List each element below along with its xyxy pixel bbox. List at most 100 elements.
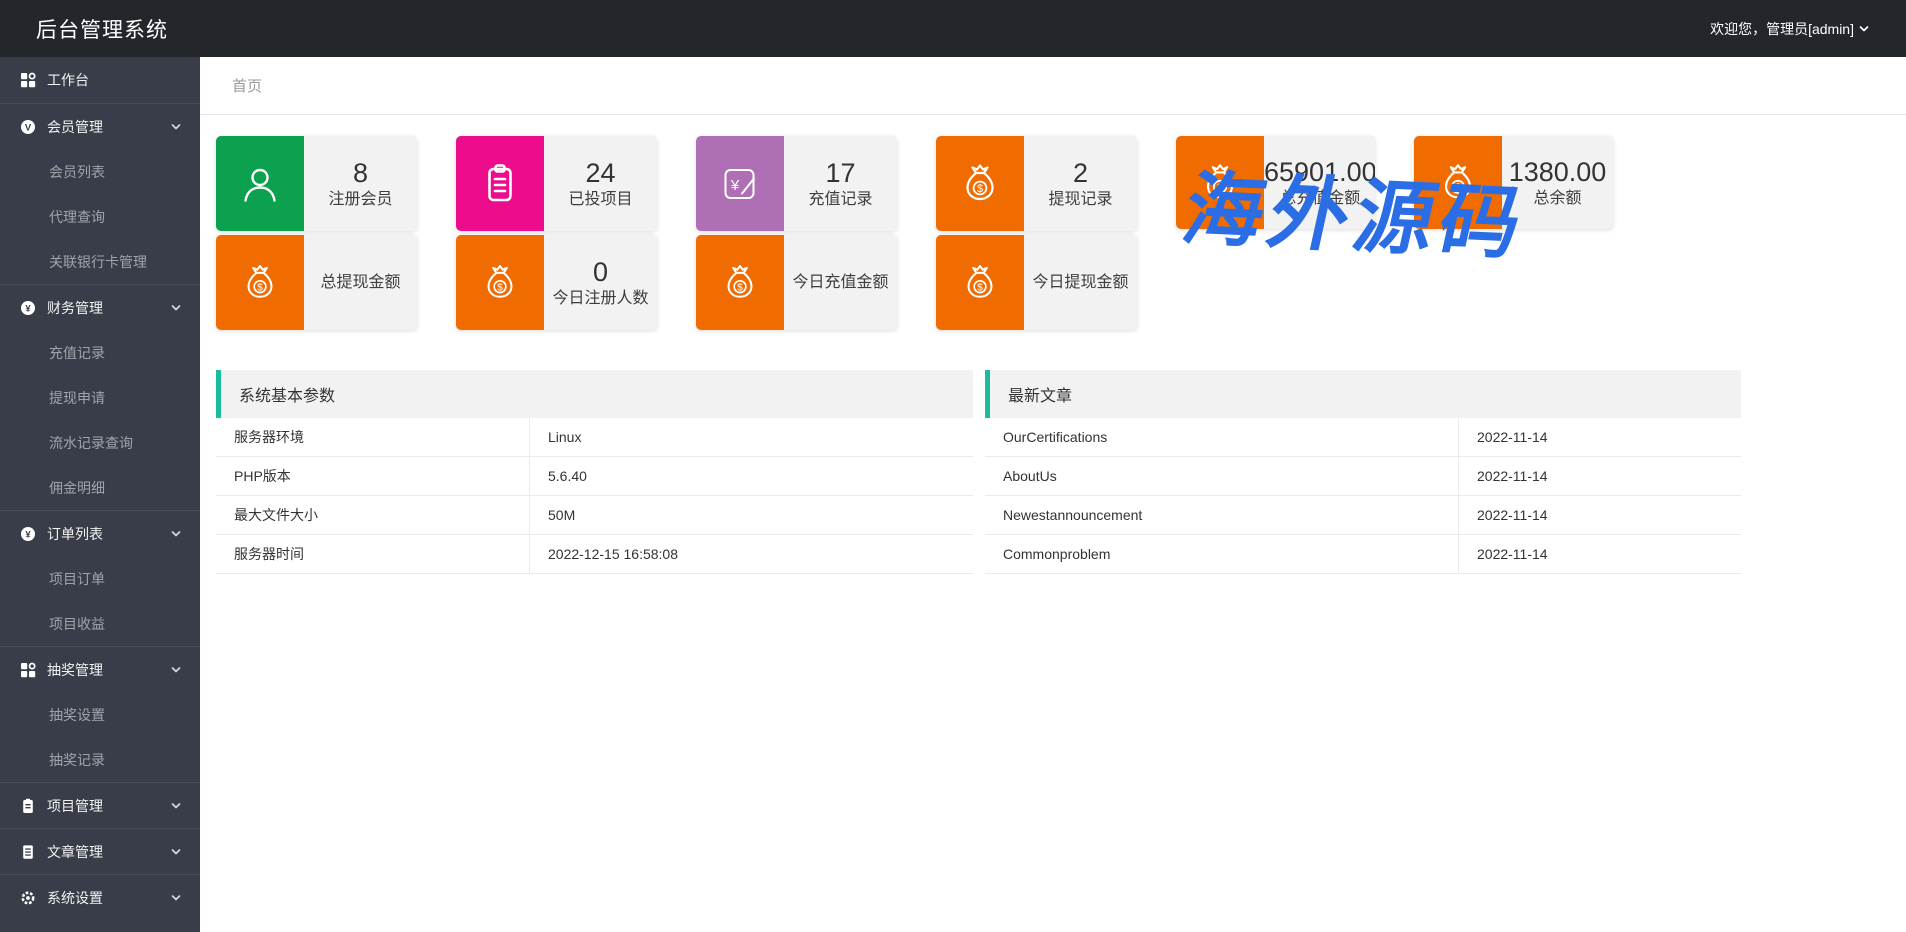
sidebar-group-members[interactable]: 会员管理 bbox=[0, 103, 200, 149]
sidebar-item-label: 文章管理 bbox=[47, 843, 103, 860]
stat-recharge-records: 17 充值记录 bbox=[696, 136, 897, 231]
sidebar-group-finance[interactable]: 财务管理 bbox=[0, 284, 200, 330]
sidebar-item-flow-records[interactable]: 流水记录查询 bbox=[49, 434, 133, 451]
stat-label: 总余额 bbox=[1533, 190, 1582, 208]
top-bar: 后台管理系统 欢迎您，管理员[admin] bbox=[0, 0, 1906, 57]
member-icon bbox=[21, 119, 35, 134]
sidebar-item-recharge-records[interactable]: 充值记录 bbox=[49, 344, 105, 361]
article-row[interactable]: Newestannouncement 2022-11-14 bbox=[985, 496, 1741, 535]
stat-total-withdraw-amount: 总提现金额 bbox=[216, 235, 417, 330]
sidebar-item-project-orders[interactable]: 项目订单 bbox=[49, 570, 105, 587]
stat-value: 2 bbox=[1072, 157, 1089, 188]
stat-card-members: 8 注册会员 总提现金额 bbox=[216, 136, 417, 330]
stat-total-recharge-amount: 65901.00 总充值金额 bbox=[1176, 136, 1375, 229]
moneybag-icon bbox=[247, 264, 273, 298]
sidebar-group-projects[interactable]: 项目管理 bbox=[0, 782, 200, 828]
chevron-down-icon bbox=[171, 894, 181, 900]
sidebar-item-member-list[interactable]: 会员列表 bbox=[49, 163, 105, 180]
latest-articles-table: 最新文章 OurCertifications 2022-11-14 AboutU… bbox=[985, 370, 1741, 574]
stat-card-projects: 24 已投项目 0 今日注册人数 bbox=[456, 136, 657, 330]
stat-label: 注册会员 bbox=[328, 191, 393, 209]
chevron-down-icon bbox=[171, 304, 181, 310]
stat-value: 0 bbox=[592, 256, 609, 287]
stat-label: 已投项目 bbox=[568, 191, 633, 209]
chevron-down-icon bbox=[1859, 25, 1869, 31]
stat-label: 总提现金额 bbox=[320, 273, 401, 291]
sidebar-item-label: 抽奖管理 bbox=[47, 661, 103, 678]
sidebar-item-withdraw-requests[interactable]: 提现申请 bbox=[49, 389, 105, 406]
app-title: 后台管理系统 bbox=[36, 18, 168, 42]
moneybag-icon bbox=[727, 264, 753, 298]
stat-value: 17 bbox=[825, 157, 856, 188]
sidebar-item-label: 工作台 bbox=[47, 72, 89, 88]
chevron-down-icon bbox=[171, 666, 181, 672]
stat-value: 24 bbox=[585, 157, 616, 188]
stat-value: 8 bbox=[352, 157, 369, 188]
stat-label: 今日充值金额 bbox=[792, 273, 889, 291]
sidebar-item-workbench[interactable]: 工作台 bbox=[0, 57, 200, 103]
stat-cards-row: 8 注册会员 总提现金额 24 已投项目 bbox=[216, 136, 1906, 330]
stat-today-recharge-amount: 今日充值金额 bbox=[696, 235, 897, 330]
chevron-down-icon bbox=[171, 123, 181, 129]
moneybag-icon bbox=[1206, 163, 1234, 198]
user-menu-label: 欢迎您，管理员[admin] bbox=[1710, 20, 1854, 37]
sidebar-item-label: 项目管理 bbox=[47, 797, 103, 814]
stat-card-total-balance: 1380.00 总余额 bbox=[1414, 136, 1613, 229]
lottery-grid-icon bbox=[20, 661, 36, 678]
stat-label: 今日提现金额 bbox=[1032, 273, 1129, 291]
dashboard: 8 注册会员 总提现金额 24 已投项目 bbox=[200, 115, 1906, 574]
article-icon bbox=[23, 844, 33, 859]
finance-icon bbox=[21, 300, 35, 315]
moneybag-icon bbox=[487, 264, 513, 298]
sidebar-item-commission-detail[interactable]: 佣金明细 bbox=[49, 479, 105, 496]
sidebar-item-lottery-settings[interactable]: 抽奖设置 bbox=[49, 706, 105, 723]
sidebar-item-label: 财务管理 bbox=[47, 299, 103, 316]
moneybag-icon bbox=[966, 163, 994, 200]
sidebar-nav: 工作台 会员管理 会员列表 代理查询 关联银行卡管理 财务管理 充值记录 提现申… bbox=[0, 57, 200, 932]
chevron-down-icon bbox=[171, 848, 181, 854]
stat-label: 充值记录 bbox=[808, 191, 873, 209]
sidebar-item-label: 系统设置 bbox=[47, 889, 103, 906]
grid-icon bbox=[20, 72, 36, 88]
sidebar-group-articles[interactable]: 文章管理 bbox=[0, 828, 200, 874]
stat-withdraw-records: 2 提现记录 bbox=[936, 136, 1137, 231]
chevron-down-icon bbox=[171, 530, 181, 536]
stat-today-registrations: 0 今日注册人数 bbox=[456, 235, 657, 330]
stat-today-withdraw-amount: 今日提现金额 bbox=[936, 235, 1137, 330]
latest-articles-title: 最新文章 bbox=[985, 370, 1741, 418]
article-row[interactable]: OurCertifications 2022-11-14 bbox=[985, 418, 1741, 457]
tables-row: 系统基本参数 服务器环境 Linux PHP版本 5.6.40 最大文件大小 5… bbox=[216, 370, 1741, 574]
recharge-icon bbox=[724, 168, 755, 199]
sidebar-group-orders[interactable]: 订单列表 bbox=[0, 510, 200, 556]
clipboard-icon bbox=[488, 163, 512, 201]
article-row[interactable]: AboutUs 2022-11-14 bbox=[985, 457, 1741, 496]
sidebar-group-settings[interactable]: 系统设置 bbox=[0, 874, 200, 920]
breadcrumb-home-link[interactable]: 首页 bbox=[232, 78, 263, 95]
settings-icon bbox=[21, 890, 35, 905]
user-menu[interactable]: 欢迎您，管理员[admin] bbox=[1710, 19, 1906, 39]
table-row: PHP版本 5.6.40 bbox=[216, 457, 973, 496]
article-row[interactable]: Commonproblem 2022-11-14 bbox=[985, 535, 1741, 574]
stat-card-recharge: 17 充值记录 今日充值金额 bbox=[696, 136, 897, 330]
sidebar-item-agent-query[interactable]: 代理查询 bbox=[49, 208, 105, 225]
stat-value: 65901.00 bbox=[1264, 156, 1375, 187]
stat-label: 提现记录 bbox=[1048, 191, 1113, 209]
user-icon bbox=[244, 168, 276, 202]
table-row: 服务器时间 2022-12-15 16:58:08 bbox=[216, 535, 973, 574]
sidebar-item-project-earnings[interactable]: 项目收益 bbox=[49, 615, 105, 632]
sidebar-group-lottery[interactable]: 抽奖管理 bbox=[0, 646, 200, 692]
stat-card-withdraw: 2 提现记录 今日提现金额 bbox=[936, 136, 1137, 330]
sidebar-item-bankcard-mgmt[interactable]: 关联银行卡管理 bbox=[49, 253, 147, 270]
order-icon bbox=[21, 526, 35, 541]
table-row: 服务器环境 Linux bbox=[216, 418, 973, 457]
system-params-table: 系统基本参数 服务器环境 Linux PHP版本 5.6.40 最大文件大小 5… bbox=[216, 370, 973, 574]
moneybag-icon bbox=[967, 264, 993, 298]
table-row: 最大文件大小 50M bbox=[216, 496, 973, 535]
moneybag-icon bbox=[1444, 163, 1472, 198]
sidebar-item-lottery-records[interactable]: 抽奖记录 bbox=[49, 751, 105, 768]
breadcrumb: 首页 bbox=[200, 57, 1906, 115]
main-content: 首页 海外源码 8 注册会员 总提现金额 bbox=[200, 57, 1906, 932]
sidebar-item-label: 订单列表 bbox=[47, 525, 103, 542]
stat-invested-projects: 24 已投项目 bbox=[456, 136, 657, 231]
stat-value: 1380.00 bbox=[1508, 156, 1607, 187]
